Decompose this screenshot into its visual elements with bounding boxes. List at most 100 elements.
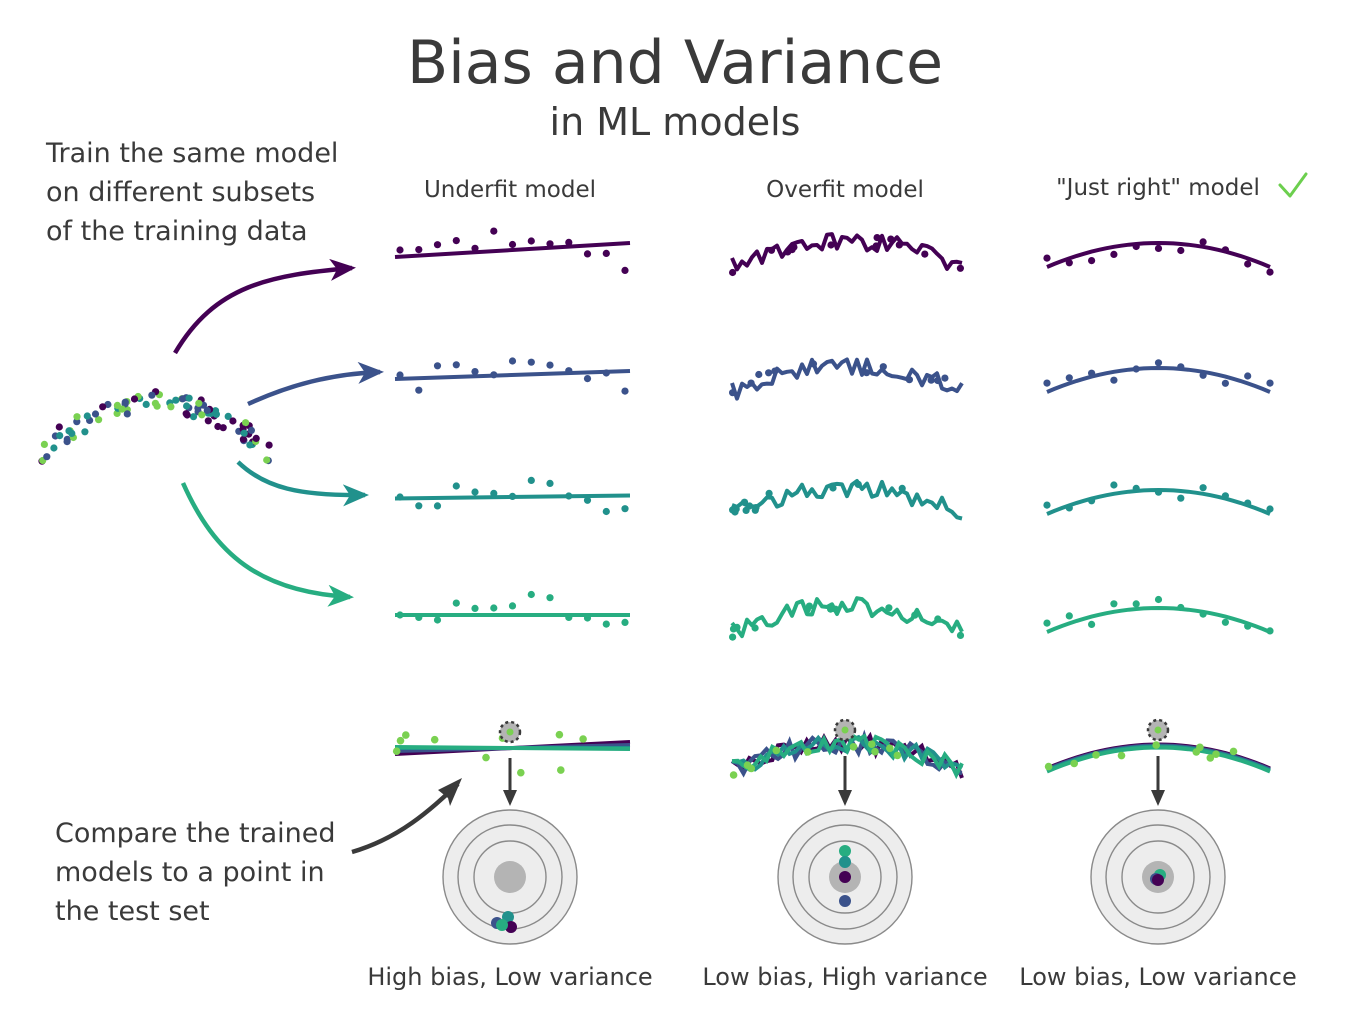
underfit-point	[396, 246, 404, 254]
overfit-point	[729, 389, 737, 397]
training-point	[229, 417, 237, 425]
just-right-point	[1043, 501, 1051, 509]
just-right-point	[1154, 359, 1163, 367]
just-right-point	[1177, 494, 1185, 502]
underfit-point	[490, 604, 498, 612]
test-comparison	[392, 718, 1271, 945]
just-right-point	[1244, 499, 1252, 507]
overfit-point	[873, 234, 881, 242]
overfit-point	[934, 376, 942, 385]
test-point	[893, 751, 902, 760]
underfit-point	[527, 590, 535, 599]
training-point	[179, 395, 187, 403]
just-right-point	[1132, 600, 1140, 608]
overfit-overlay-curve	[731, 732, 964, 780]
test-point	[1070, 759, 1078, 768]
target-hit	[839, 895, 851, 907]
training-point	[81, 428, 89, 436]
training-point	[91, 410, 100, 418]
just-right-point	[1132, 365, 1140, 373]
test-point	[517, 768, 525, 777]
just-right-point	[1110, 376, 1118, 384]
just-right-point	[1199, 484, 1207, 492]
overfit-point	[872, 242, 880, 250]
train-note-line-3: of the training data	[46, 216, 308, 247]
just-right-curve	[1046, 365, 1271, 394]
just-right-point	[1154, 595, 1163, 604]
just-right-point	[1244, 260, 1252, 268]
test-point	[579, 735, 587, 743]
underfit-point	[602, 507, 610, 516]
test-point	[868, 740, 876, 748]
overfit-point	[740, 498, 749, 506]
just-right-point	[1132, 484, 1140, 492]
underfit-point	[452, 482, 460, 490]
subset-arrow-2	[247, 361, 384, 407]
underfit-point	[415, 246, 423, 254]
overfit-point	[755, 370, 763, 379]
training-point	[214, 422, 222, 431]
underfit-point	[471, 604, 479, 613]
test-point	[803, 748, 812, 756]
just-right-point	[1154, 488, 1163, 496]
overfit-curve	[730, 596, 964, 639]
training-point	[265, 441, 273, 449]
overfit-point	[790, 243, 798, 251]
underfit-point	[471, 244, 479, 252]
underfit-point	[471, 488, 479, 496]
test-point	[430, 735, 439, 744]
training-point	[151, 399, 159, 407]
training-point	[252, 434, 260, 442]
just-right-curve	[1046, 605, 1271, 634]
overfit-point	[742, 506, 750, 514]
just-right-point	[1266, 505, 1274, 513]
just-right-point	[1221, 492, 1229, 500]
subset-arrows	[173, 258, 462, 855]
underfit-point	[433, 362, 442, 370]
training-point	[95, 416, 103, 424]
training-point	[203, 406, 211, 414]
overfit-point	[885, 604, 893, 612]
overfit-point	[729, 633, 737, 641]
caption-underfit: High bias, Low variance	[367, 963, 652, 991]
just-right-point	[1154, 244, 1163, 252]
underfit-point	[433, 241, 442, 249]
arrow-down-icon-head	[503, 790, 517, 806]
training-point	[247, 426, 255, 434]
training-point	[148, 391, 156, 399]
compare-arrowhead	[438, 778, 462, 806]
training-point	[43, 453, 51, 461]
underfit-point	[546, 479, 554, 487]
test-point	[886, 744, 894, 753]
model-panels	[394, 227, 1274, 641]
training-point	[118, 405, 126, 413]
overfit-point	[956, 631, 965, 640]
subset-arrow-3	[236, 460, 369, 507]
overfit-point	[765, 369, 773, 377]
training-point	[246, 441, 254, 449]
underfit-point	[452, 361, 460, 369]
overfit-point	[784, 248, 792, 256]
check-icon	[1278, 172, 1308, 198]
overfit-point	[809, 360, 818, 368]
train-note-line-1: Train the same model	[45, 138, 338, 169]
training-point	[195, 399, 203, 407]
train-note-line-2: on different subsets	[46, 177, 315, 208]
training-point	[204, 417, 212, 425]
just-right-point	[1221, 379, 1229, 387]
underfit-point	[621, 387, 629, 395]
just-right-point	[1065, 374, 1073, 382]
underfit-point	[621, 505, 629, 513]
underfit-point	[583, 250, 592, 258]
overfit-point	[941, 374, 949, 382]
training-point	[172, 396, 180, 404]
caption-overfit: Low bias, High variance	[702, 963, 987, 991]
overfit-point	[898, 484, 906, 492]
training-point	[224, 412, 232, 420]
underfit-point	[433, 502, 442, 510]
underfit-point	[546, 361, 554, 369]
test-point	[772, 746, 781, 755]
just-right-point	[1177, 603, 1185, 612]
subset-arrow-1	[173, 258, 356, 355]
underfit-point	[452, 599, 460, 607]
